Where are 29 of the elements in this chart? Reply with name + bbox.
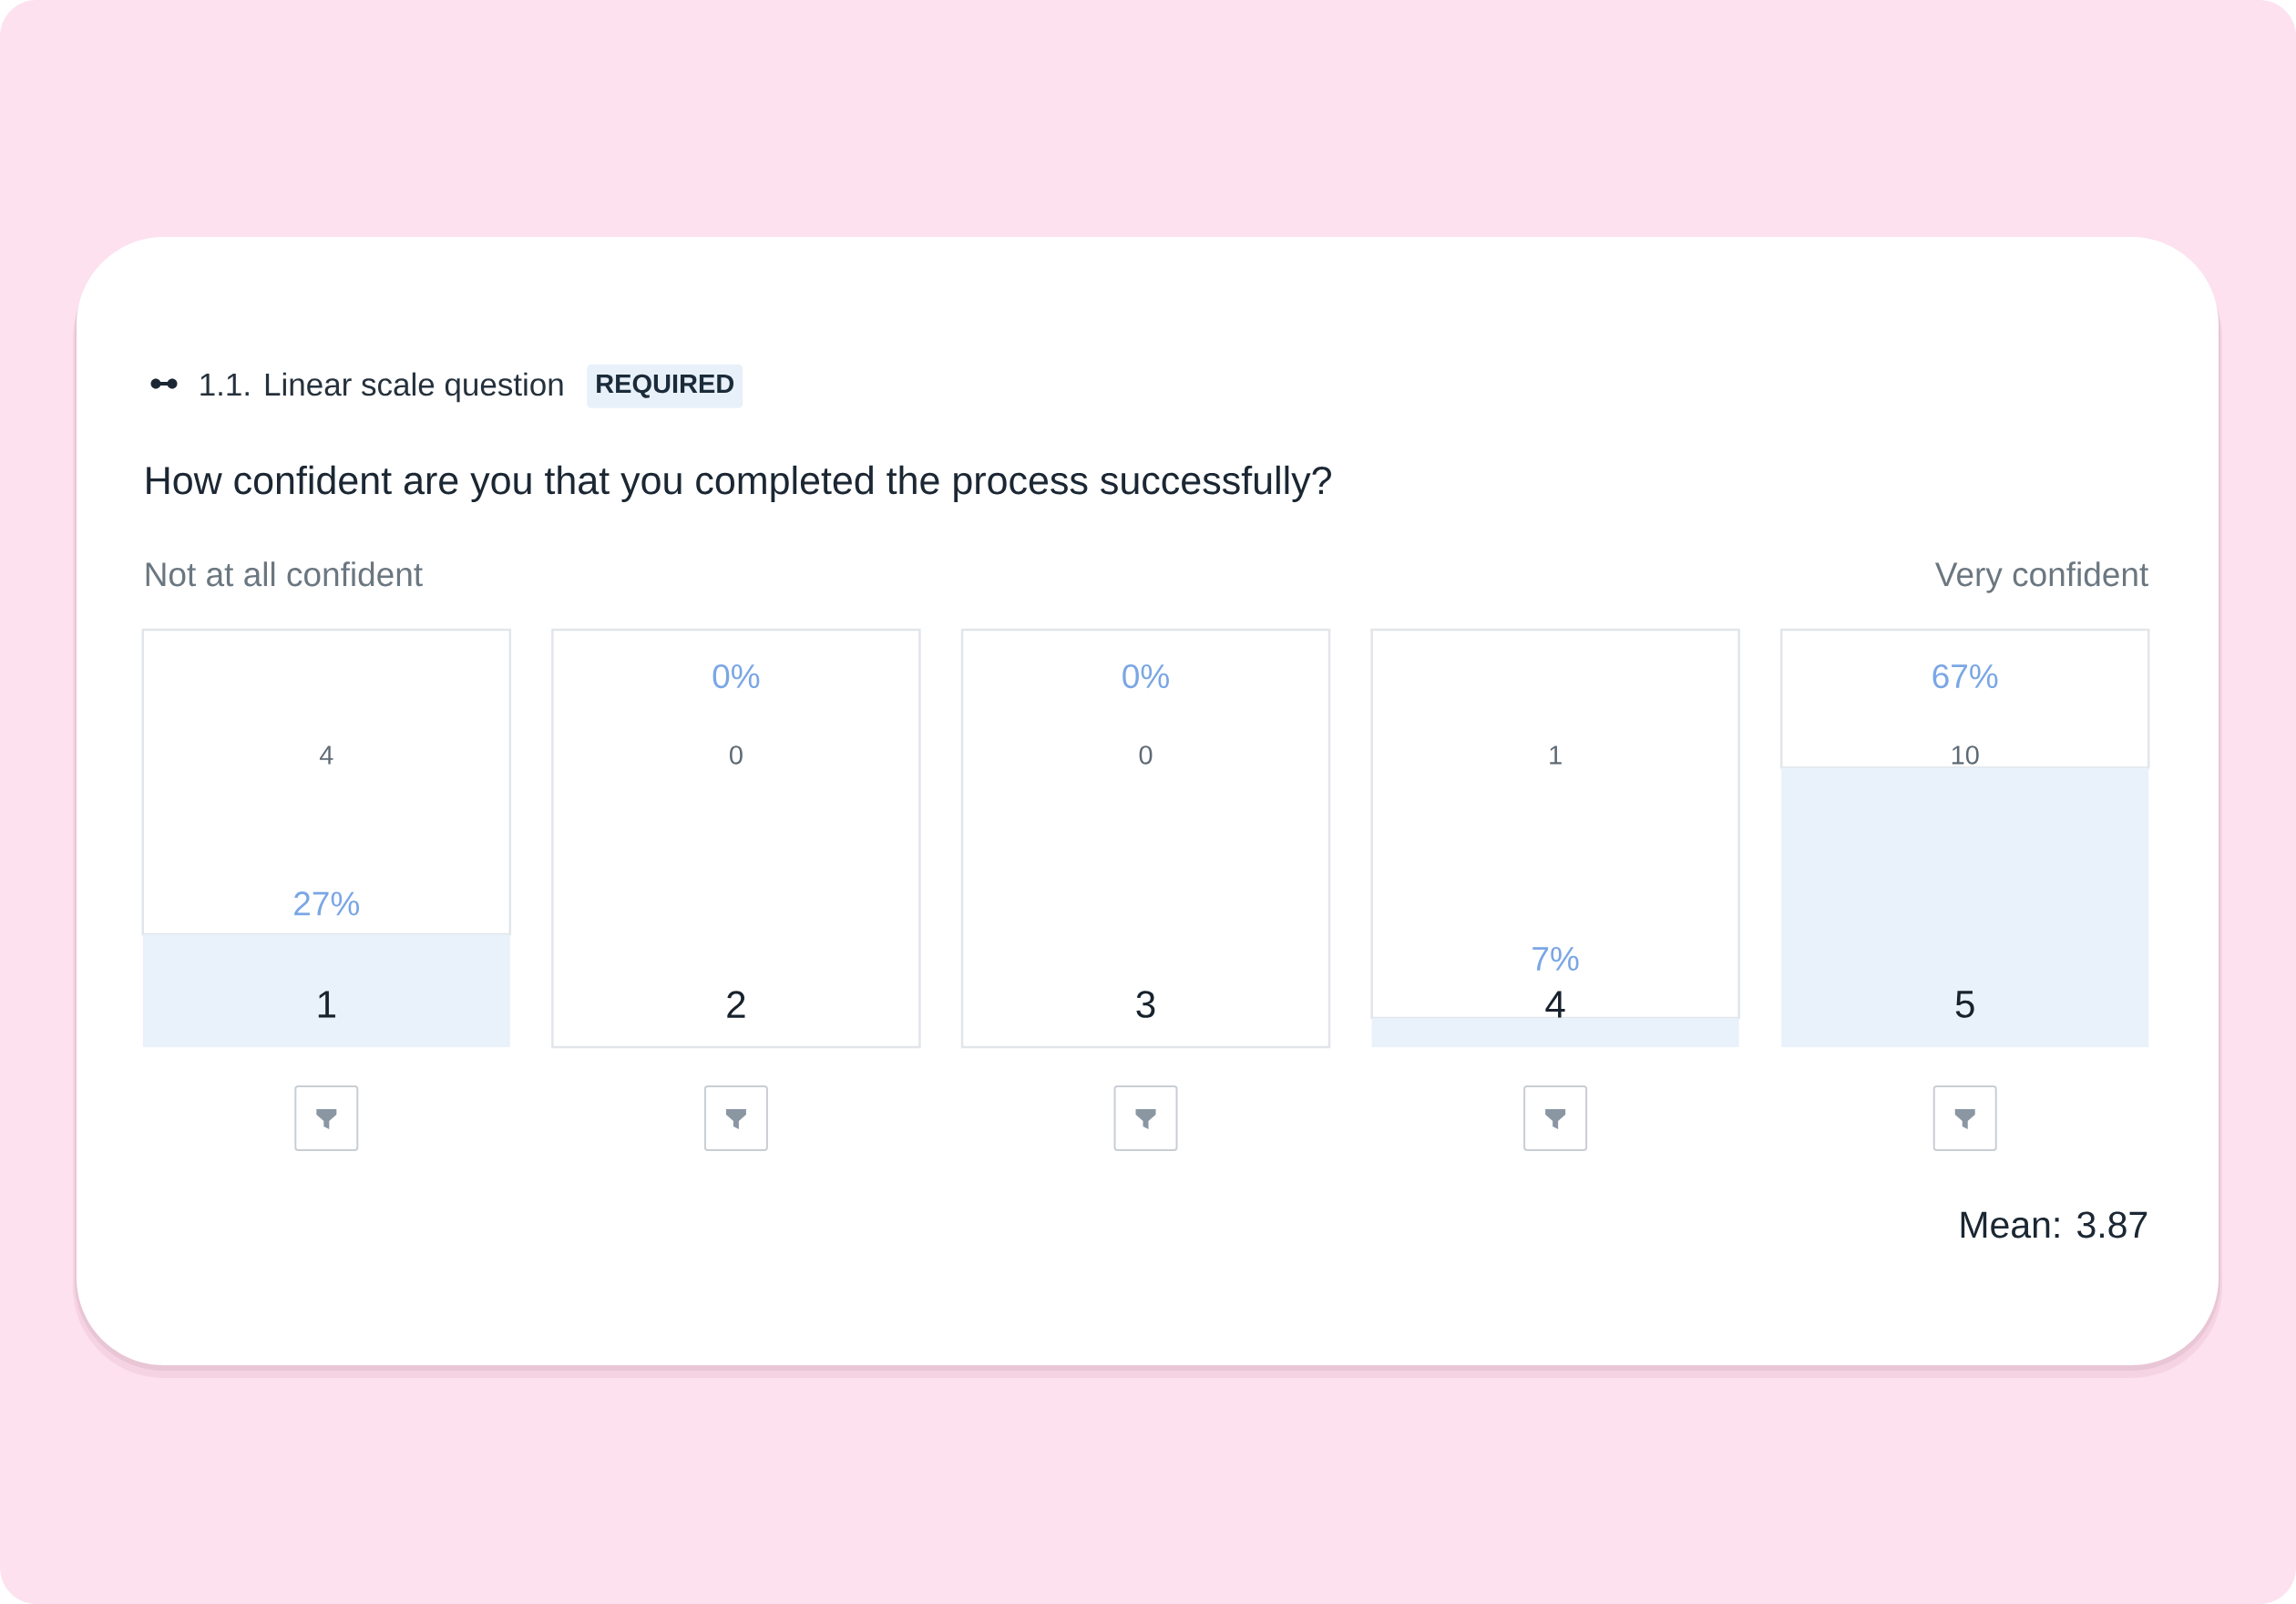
chart-subtitle: 1.1. Linear scale question bbox=[200, 372, 563, 403]
x-tick-label: 5 bbox=[1955, 991, 1974, 1018]
text: Mean: 3.87 bbox=[1961, 1211, 2147, 1239]
data-label: 67% bbox=[1932, 663, 1998, 689]
x-tick-label: 3 bbox=[1136, 991, 1155, 1018]
x-tick-label: 4 bbox=[1545, 991, 1565, 1018]
x-tick-label: 1 bbox=[318, 991, 335, 1018]
annotation: 10 bbox=[1952, 745, 1979, 765]
bar bbox=[1779, 628, 2150, 769]
bar bbox=[1370, 628, 1740, 1020]
bar bbox=[1371, 1017, 1739, 1048]
bar bbox=[1781, 767, 2149, 1048]
bar bbox=[141, 628, 512, 936]
annotation: 1 bbox=[1550, 745, 1562, 765]
data-label: 0% bbox=[1122, 663, 1169, 689]
text: REQUIRED bbox=[597, 374, 734, 398]
x-tick-label: 2 bbox=[727, 991, 745, 1018]
annotation: 0 bbox=[1139, 745, 1153, 765]
data-label: 27% bbox=[294, 891, 360, 916]
annotation: 0 bbox=[730, 745, 743, 765]
annotation: 4 bbox=[319, 745, 333, 765]
bar bbox=[960, 628, 1331, 1049]
chart-title: How confident are you that you completed the process successfully? bbox=[147, 465, 1331, 502]
data-label: 7% bbox=[1532, 947, 1579, 971]
text: Very confident bbox=[1934, 561, 2149, 593]
data-label: 0% bbox=[712, 663, 760, 689]
text: Not at all confident bbox=[146, 561, 423, 587]
bar bbox=[551, 628, 921, 1049]
bar bbox=[142, 934, 510, 1048]
